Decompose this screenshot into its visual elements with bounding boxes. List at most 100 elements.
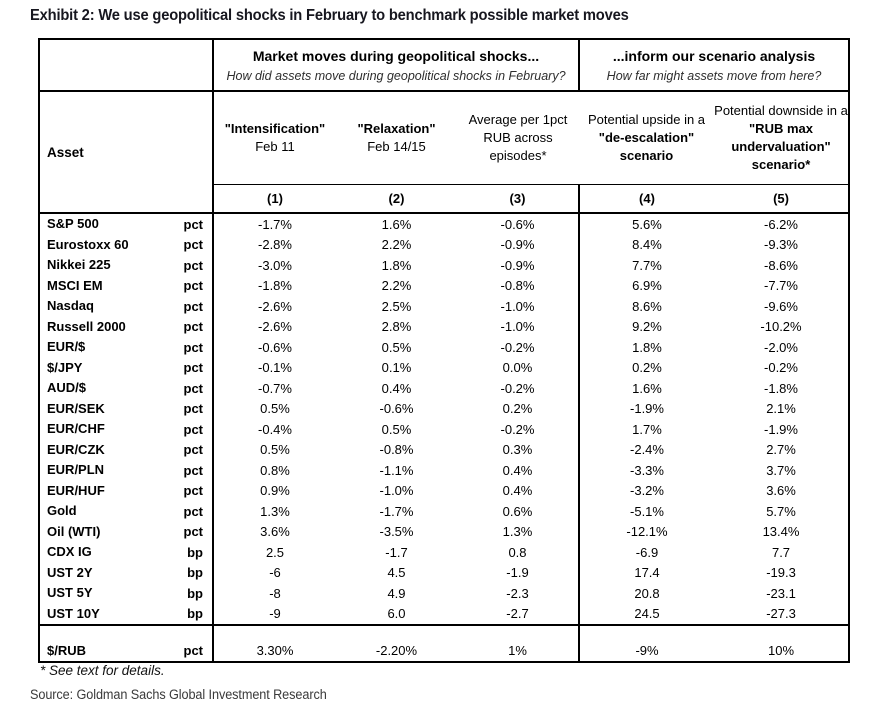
average-value: -1.9 bbox=[457, 562, 580, 583]
downside-value: -0.2% bbox=[764, 360, 798, 376]
intensification-value: 0.5% bbox=[260, 401, 290, 417]
table-row: UST 5Y bp -8 4.9 -2.3 20.8 -23.1 bbox=[39, 583, 849, 604]
upside-value: 7.7% bbox=[632, 257, 662, 273]
relaxation-value: 0.5% bbox=[381, 339, 412, 355]
downside-value: 2.7% bbox=[766, 442, 796, 458]
unit-label: pct bbox=[168, 316, 214, 337]
upside-value: 24.5 bbox=[579, 603, 714, 626]
downside-value: 5.7% bbox=[766, 503, 796, 519]
unit-label: pct bbox=[168, 357, 214, 378]
unit-label: pct bbox=[168, 521, 214, 542]
upside-value: 1.6% bbox=[632, 380, 662, 396]
col-number-4: (4) bbox=[579, 184, 714, 214]
col-header-upside-emph: "de-escalation" scenario bbox=[598, 130, 695, 163]
group-header-scenarios: ...inform our scenario analysis How far … bbox=[579, 39, 850, 92]
relaxation-value: 2.2% bbox=[381, 278, 412, 294]
intensification-value: 0.9% bbox=[260, 483, 290, 499]
relaxation-value: 1.6% bbox=[381, 216, 412, 232]
intensification-value: 3.30% bbox=[256, 643, 294, 658]
group-subtitle-shocks: How did assets move during geopolitical … bbox=[226, 69, 566, 83]
unit-label: pct bbox=[168, 439, 214, 460]
average-value: 0.8 bbox=[457, 542, 580, 563]
average-value: 1.3% bbox=[457, 521, 580, 542]
intensification-value: -0.6% bbox=[258, 339, 292, 355]
downside-value: -1.9% bbox=[764, 421, 798, 437]
average-value: -0.2% bbox=[457, 419, 580, 440]
unit-label: pct bbox=[168, 255, 214, 276]
col-number-1: (1) bbox=[213, 184, 336, 214]
table-row: Oil (WTI) pct 3.6% -3.5% 1.3% -12.1% 13.… bbox=[39, 521, 849, 542]
average-value: 0.0% bbox=[457, 357, 580, 378]
average-value: 0.6% bbox=[457, 501, 580, 522]
downside-value: -9.3% bbox=[764, 237, 798, 253]
intensification-value: 2.5 bbox=[265, 544, 285, 560]
table-row: EUR/CHF pct -0.4% 0.5% -0.2% 1.7% -1.9% bbox=[39, 419, 849, 440]
col-header-downside-emph: "RUB max undervaluation" scenario* bbox=[731, 121, 831, 172]
intensification-value: 0.5% bbox=[260, 442, 290, 458]
unit-label: pct bbox=[168, 480, 214, 501]
group-header-shocks: Market moves during geopolitical shocks.… bbox=[213, 39, 580, 92]
relaxation-value: 4.5 bbox=[387, 565, 406, 581]
downside-value: -23.1 bbox=[766, 585, 796, 601]
relaxation-value: -3.5% bbox=[379, 524, 414, 540]
relaxation-value: -0.8% bbox=[379, 442, 414, 458]
upside-value: 5.6% bbox=[632, 216, 662, 232]
asset-name: Oil (WTI) bbox=[47, 523, 101, 539]
unit-label: pct bbox=[168, 296, 214, 317]
asset-column-header: Asset bbox=[39, 91, 214, 214]
upside-value: -12.1% bbox=[626, 524, 668, 540]
relaxation-value: -0.6% bbox=[379, 401, 414, 417]
intensification-value: -0.7% bbox=[258, 380, 292, 396]
asset-name: MSCI EM bbox=[47, 277, 103, 293]
average-value: -0.9% bbox=[457, 234, 580, 255]
intensification-value: -9 bbox=[213, 603, 336, 626]
asset-name: UST 5Y bbox=[47, 585, 93, 600]
unit-label: bp bbox=[168, 603, 214, 626]
unit-label: pct bbox=[168, 398, 214, 419]
upside-value: 6.9% bbox=[632, 278, 662, 294]
average-value: -1.0% bbox=[457, 296, 580, 317]
upside-value: 0.2% bbox=[632, 360, 662, 376]
downside-value: -2.0% bbox=[764, 339, 798, 355]
average-value: -0.2% bbox=[457, 337, 580, 358]
asset-name: S&P 500 bbox=[47, 216, 99, 231]
downside-value: 13.4% bbox=[762, 524, 800, 540]
downside-value: -8.6% bbox=[764, 257, 798, 273]
unit-label: pct bbox=[168, 378, 214, 399]
footnote: * See text for details. bbox=[40, 663, 165, 678]
average-value: -0.8% bbox=[457, 275, 580, 296]
upside-value: -6.9 bbox=[635, 544, 659, 560]
asset-name: $/RUB bbox=[47, 643, 87, 658]
average-value: 0.4% bbox=[457, 480, 580, 501]
group-title-shocks: Market moves during geopolitical shocks.… bbox=[252, 48, 540, 64]
upside-value: 1.7% bbox=[632, 421, 662, 437]
asset-name: UST 10Y bbox=[39, 603, 168, 626]
upside-value: -9% bbox=[635, 643, 659, 658]
relaxation-value: -2.20% bbox=[375, 643, 418, 658]
relaxation-value: 0.5% bbox=[381, 421, 412, 437]
intensification-value: -2.6% bbox=[258, 319, 292, 335]
asset-name: EUR/CZK bbox=[47, 441, 105, 457]
col-header-relaxation: "Relaxation" Feb 14/15 bbox=[336, 91, 457, 185]
average-value: -0.9% bbox=[457, 255, 580, 276]
relaxation-value: 0.4% bbox=[381, 380, 412, 396]
relaxation-value: -1.7 bbox=[385, 544, 408, 560]
table-row: CDX IG bp 2.5 -1.7 0.8 -6.9 7.7 bbox=[39, 542, 849, 563]
table-row: UST 2Y bp -6 4.5 -1.9 17.4 -19.3 bbox=[39, 562, 849, 583]
spacer-row bbox=[39, 625, 849, 640]
downside-value: 3.6% bbox=[766, 483, 796, 499]
relaxation-value: 2.2% bbox=[381, 237, 412, 253]
col-header-relaxation-sub: Feb 14/15 bbox=[367, 139, 426, 154]
average-value: -2.7 bbox=[457, 603, 580, 626]
upside-value: 9.2% bbox=[632, 319, 662, 335]
unit-label: pct bbox=[168, 640, 214, 662]
col-header-average: Average per 1pct RUB across episodes* bbox=[457, 91, 579, 185]
asset-name: Eurostoxx 60 bbox=[47, 236, 129, 252]
table-bottom: $/RUB pct 3.30% -2.20% 1% -9% 10% bbox=[39, 625, 849, 662]
unit-label: bp bbox=[168, 542, 214, 563]
table-row: $/JPY pct -0.1% 0.1% 0.0% 0.2% -0.2% bbox=[39, 357, 849, 378]
relaxation-value: 2.8% bbox=[381, 319, 412, 335]
unit-label: pct bbox=[168, 419, 214, 440]
upside-value: -1.9% bbox=[630, 401, 664, 417]
relaxation-value: -1.0% bbox=[379, 483, 414, 499]
